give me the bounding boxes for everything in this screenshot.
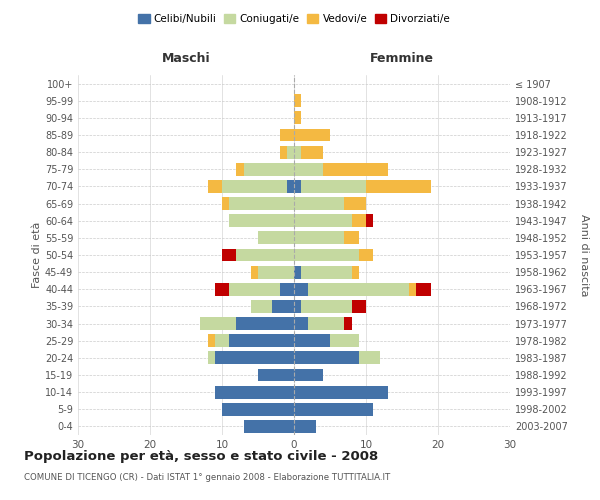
Bar — [258, 266, 294, 278]
Bar — [272, 300, 294, 313]
Legend: Celibi/Nubili, Coniugati/e, Vedovi/e, Divorziati/e: Celibi/Nubili, Coniugati/e, Vedovi/e, Di… — [134, 10, 454, 29]
Bar — [352, 214, 366, 227]
Bar — [294, 283, 308, 296]
Bar — [366, 214, 373, 227]
Bar — [258, 368, 294, 382]
Bar — [294, 403, 373, 415]
Bar — [294, 180, 301, 193]
Bar — [236, 163, 244, 175]
Y-axis label: Fasce di età: Fasce di età — [32, 222, 42, 288]
Bar — [359, 248, 373, 262]
Bar — [294, 248, 359, 262]
Bar — [409, 283, 416, 296]
Bar — [229, 214, 294, 227]
Bar — [323, 163, 388, 175]
Bar — [200, 317, 236, 330]
Bar — [229, 197, 294, 210]
Bar — [222, 248, 236, 262]
Bar — [294, 197, 344, 210]
Bar — [294, 112, 301, 124]
Bar — [215, 386, 294, 398]
Bar — [287, 146, 294, 158]
Bar — [229, 283, 280, 296]
Bar — [222, 180, 287, 193]
Bar — [244, 163, 294, 175]
Bar — [280, 283, 294, 296]
Bar — [280, 146, 287, 158]
Bar — [294, 300, 301, 313]
Bar — [215, 352, 294, 364]
Bar — [251, 300, 272, 313]
Bar — [301, 180, 366, 193]
Bar — [308, 317, 344, 330]
Bar — [294, 266, 301, 278]
Bar — [251, 266, 258, 278]
Bar — [294, 420, 316, 433]
Bar — [258, 232, 294, 244]
Bar — [294, 368, 323, 382]
Text: COMUNE DI TICENGO (CR) - Dati ISTAT 1° gennaio 2008 - Elaborazione TUTTITALIA.IT: COMUNE DI TICENGO (CR) - Dati ISTAT 1° g… — [24, 472, 390, 482]
Bar — [294, 232, 344, 244]
Bar — [236, 248, 294, 262]
Bar — [294, 352, 359, 364]
Bar — [229, 334, 294, 347]
Bar — [222, 403, 294, 415]
Bar — [352, 300, 366, 313]
Bar — [330, 334, 359, 347]
Bar — [287, 180, 294, 193]
Bar — [215, 283, 229, 296]
Bar — [294, 128, 330, 141]
Bar — [294, 334, 330, 347]
Bar — [294, 214, 352, 227]
Bar — [344, 197, 366, 210]
Bar — [236, 317, 294, 330]
Bar — [308, 283, 409, 296]
Text: Popolazione per età, sesso e stato civile - 2008: Popolazione per età, sesso e stato civil… — [24, 450, 378, 463]
Bar — [244, 420, 294, 433]
Bar — [208, 352, 215, 364]
Bar — [344, 232, 359, 244]
Bar — [301, 266, 352, 278]
Text: Maschi: Maschi — [161, 52, 211, 64]
Y-axis label: Anni di nascita: Anni di nascita — [579, 214, 589, 296]
Bar — [294, 317, 308, 330]
Bar — [294, 146, 301, 158]
Bar — [301, 146, 323, 158]
Bar — [294, 94, 301, 107]
Bar — [416, 283, 431, 296]
Bar — [208, 334, 215, 347]
Bar — [280, 128, 294, 141]
Bar — [301, 300, 352, 313]
Bar — [222, 197, 229, 210]
Text: Femmine: Femmine — [370, 52, 434, 64]
Bar — [366, 180, 431, 193]
Bar — [359, 352, 380, 364]
Bar — [208, 180, 222, 193]
Bar — [344, 317, 352, 330]
Bar — [352, 266, 359, 278]
Bar — [215, 334, 229, 347]
Bar — [294, 163, 323, 175]
Bar — [294, 386, 388, 398]
